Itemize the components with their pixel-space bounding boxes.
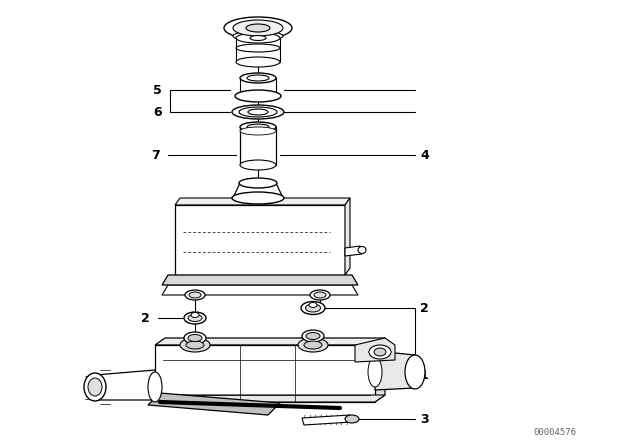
Ellipse shape bbox=[247, 124, 269, 130]
Polygon shape bbox=[148, 393, 280, 415]
Ellipse shape bbox=[240, 91, 276, 101]
Ellipse shape bbox=[188, 335, 202, 341]
Polygon shape bbox=[162, 275, 358, 285]
Ellipse shape bbox=[304, 341, 322, 349]
Text: 5: 5 bbox=[153, 83, 162, 96]
Ellipse shape bbox=[235, 90, 281, 102]
Ellipse shape bbox=[309, 302, 317, 307]
Ellipse shape bbox=[189, 292, 201, 298]
Ellipse shape bbox=[247, 75, 269, 81]
Polygon shape bbox=[233, 183, 283, 198]
Ellipse shape bbox=[224, 17, 292, 39]
Ellipse shape bbox=[240, 122, 276, 132]
Ellipse shape bbox=[180, 338, 210, 352]
Ellipse shape bbox=[250, 35, 266, 40]
Ellipse shape bbox=[369, 345, 391, 359]
Ellipse shape bbox=[188, 314, 202, 322]
Polygon shape bbox=[240, 78, 276, 96]
Text: 3: 3 bbox=[420, 413, 429, 426]
Ellipse shape bbox=[232, 105, 284, 119]
Ellipse shape bbox=[240, 160, 276, 170]
Ellipse shape bbox=[298, 338, 328, 352]
Polygon shape bbox=[302, 415, 352, 425]
Polygon shape bbox=[175, 198, 350, 205]
Ellipse shape bbox=[374, 348, 386, 356]
Polygon shape bbox=[162, 285, 358, 295]
Ellipse shape bbox=[233, 20, 283, 36]
Polygon shape bbox=[375, 338, 385, 402]
Ellipse shape bbox=[314, 292, 326, 298]
Ellipse shape bbox=[405, 355, 425, 389]
Polygon shape bbox=[240, 127, 276, 165]
Ellipse shape bbox=[368, 357, 382, 387]
Ellipse shape bbox=[239, 107, 277, 117]
Ellipse shape bbox=[148, 372, 162, 402]
Polygon shape bbox=[375, 352, 415, 390]
Ellipse shape bbox=[306, 332, 320, 340]
Ellipse shape bbox=[184, 332, 206, 344]
Ellipse shape bbox=[233, 31, 283, 41]
Text: 1: 1 bbox=[420, 369, 429, 382]
Ellipse shape bbox=[232, 192, 284, 204]
Ellipse shape bbox=[191, 313, 199, 318]
Ellipse shape bbox=[305, 304, 321, 312]
Ellipse shape bbox=[240, 127, 276, 135]
Polygon shape bbox=[155, 338, 385, 345]
Polygon shape bbox=[345, 198, 350, 275]
Text: 7: 7 bbox=[151, 148, 160, 161]
Ellipse shape bbox=[240, 73, 276, 83]
Ellipse shape bbox=[248, 109, 268, 115]
Text: 4: 4 bbox=[420, 148, 429, 161]
Ellipse shape bbox=[345, 415, 359, 423]
Ellipse shape bbox=[236, 44, 280, 52]
Ellipse shape bbox=[236, 57, 280, 67]
Text: 6: 6 bbox=[154, 105, 162, 119]
Ellipse shape bbox=[301, 302, 325, 314]
Text: 2: 2 bbox=[420, 302, 429, 314]
Polygon shape bbox=[155, 395, 385, 402]
Polygon shape bbox=[95, 370, 155, 400]
Ellipse shape bbox=[185, 290, 205, 300]
Ellipse shape bbox=[310, 290, 330, 300]
Ellipse shape bbox=[239, 178, 277, 188]
Polygon shape bbox=[355, 338, 395, 362]
Polygon shape bbox=[175, 205, 345, 275]
Ellipse shape bbox=[302, 330, 324, 342]
Ellipse shape bbox=[184, 312, 206, 324]
Polygon shape bbox=[345, 246, 362, 256]
Polygon shape bbox=[236, 38, 280, 62]
Text: 2: 2 bbox=[141, 311, 150, 324]
Ellipse shape bbox=[88, 378, 102, 396]
Ellipse shape bbox=[358, 246, 366, 254]
Ellipse shape bbox=[84, 373, 106, 401]
Ellipse shape bbox=[236, 33, 280, 43]
Polygon shape bbox=[155, 345, 375, 402]
Ellipse shape bbox=[186, 341, 204, 349]
Text: 00004576: 00004576 bbox=[534, 427, 577, 436]
Ellipse shape bbox=[246, 24, 270, 32]
